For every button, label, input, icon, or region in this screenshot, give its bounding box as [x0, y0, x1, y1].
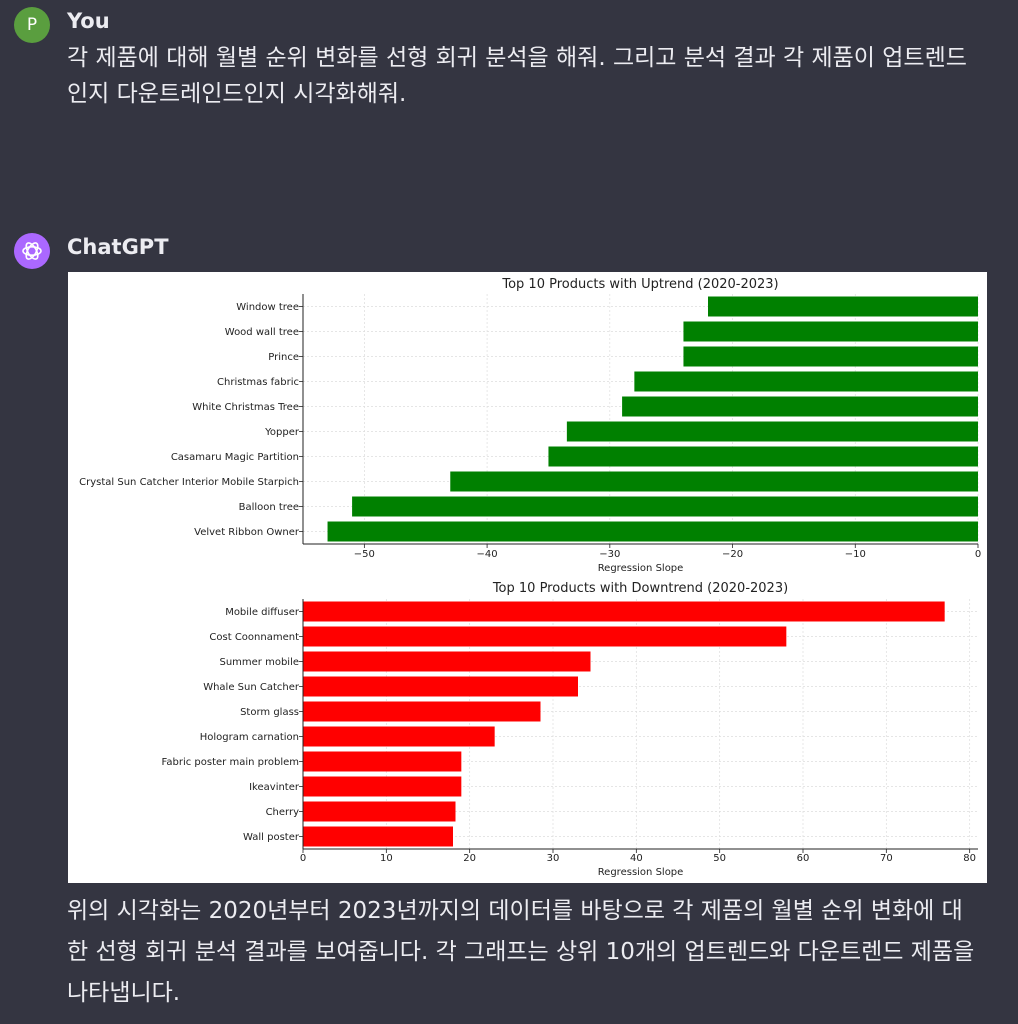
openai-logo-icon [22, 242, 42, 260]
bar-down-1 [303, 626, 787, 647]
tick-label-x-down-2: 20 [463, 853, 476, 864]
tick-label-x-up-2: −30 [599, 549, 620, 560]
bar-down-8 [303, 801, 456, 822]
category-label-up-5: Yopper [264, 427, 300, 438]
tick-label-x-up-1: −40 [477, 549, 498, 560]
bar-down-4 [303, 701, 541, 722]
bar-down-7 [303, 776, 462, 797]
tick-label-x-down-4: 40 [630, 853, 643, 864]
tick-label-x-down-3: 30 [547, 853, 560, 864]
category-label-down-7: Ikeavinter [249, 782, 300, 793]
tick-label-x-up-5: 0 [975, 549, 981, 560]
category-label-down-8: Cherry [266, 807, 300, 818]
bar-up-8 [352, 496, 978, 517]
category-label-up-9: Velvet Ribbon Owner [194, 527, 300, 538]
category-label-down-4: Storm glass [240, 707, 299, 718]
bar-up-6 [548, 446, 978, 467]
chart-svg: Top 10 Products with Uptrend (2020-2023)… [79, 277, 981, 878]
bar-up-5 [566, 421, 978, 442]
bar-up-1 [683, 321, 978, 342]
bar-down-6 [303, 751, 462, 772]
category-label-up-1: Wood wall tree [225, 327, 299, 338]
category-label-down-6: Fabric poster main problem [162, 757, 299, 768]
bar-up-9 [327, 521, 979, 542]
category-label-down-0: Mobile diffuser [225, 607, 300, 618]
category-label-up-6: Casamaru Magic Partition [171, 452, 299, 463]
user-avatar: P [14, 7, 50, 43]
bar-down-0 [303, 601, 945, 622]
x-axis-label-down: Regression Slope [598, 867, 684, 878]
category-label-down-9: Wall poster [243, 832, 300, 843]
category-label-up-8: Balloon tree [239, 502, 299, 513]
chart-figure: Top 10 Products with Uptrend (2020-2023)… [68, 272, 987, 883]
tick-label-x-down-7: 70 [880, 853, 893, 864]
user-avatar-letter: P [26, 15, 38, 35]
category-label-up-7: Crystal Sun Catcher Interior Mobile Star… [79, 477, 299, 488]
bar-up-3 [634, 371, 978, 392]
bar-down-9 [303, 826, 453, 847]
tick-label-x-up-0: −50 [354, 549, 375, 560]
assistant-message: 위의 시각화는 2020년부터 2023년까지의 데이터를 바탕으로 각 제품의… [67, 898, 975, 1006]
tick-label-x-up-3: −20 [722, 549, 743, 560]
tick-label-x-down-1: 10 [380, 853, 393, 864]
x-axis-label-up: Regression Slope [598, 563, 684, 574]
category-label-up-2: Prince [268, 352, 299, 363]
assistant-name: ChatGPT [67, 235, 169, 259]
bar-up-4 [622, 396, 978, 417]
user-name: You [67, 9, 110, 33]
bar-up-0 [708, 296, 978, 317]
bar-down-5 [303, 726, 495, 747]
tick-label-x-down-8: 80 [963, 853, 976, 864]
category-label-up-0: Window tree [236, 302, 299, 313]
bar-down-3 [303, 676, 578, 697]
chart-title-down: Top 10 Products with Downtrend (2020-202… [492, 581, 788, 596]
category-label-down-3: Whale Sun Catcher [203, 682, 300, 693]
category-label-up-3: Christmas fabric [217, 377, 299, 388]
category-label-down-1: Cost Coonnament [209, 632, 299, 643]
tick-label-x-down-0: 0 [300, 853, 306, 864]
tick-label-x-down-5: 50 [713, 853, 726, 864]
user-message: 각 제품에 대해 월별 순위 변화를 선형 회귀 분석을 해줘. 그리고 분석 … [67, 45, 967, 107]
bar-up-7 [450, 471, 979, 492]
category-label-down-2: Summer mobile [219, 657, 299, 668]
bar-up-2 [683, 346, 978, 367]
category-label-down-5: Hologram carnation [200, 732, 299, 743]
category-label-up-4: White Christmas Tree [192, 402, 299, 413]
tick-label-x-up-4: −10 [845, 549, 866, 560]
chart-title-up: Top 10 Products with Uptrend (2020-2023) [501, 277, 778, 292]
assistant-avatar [14, 233, 50, 269]
bar-down-2 [303, 651, 591, 672]
tick-label-x-down-6: 60 [797, 853, 810, 864]
